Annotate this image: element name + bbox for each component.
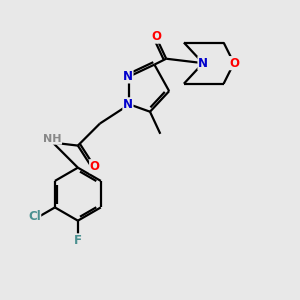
- Text: N: N: [123, 70, 133, 83]
- Text: O: O: [90, 160, 100, 173]
- Text: O: O: [229, 57, 239, 70]
- Text: Cl: Cl: [28, 210, 41, 223]
- Text: NH: NH: [43, 134, 62, 144]
- Text: N: N: [198, 57, 208, 70]
- Text: N: N: [123, 98, 133, 111]
- Text: O: O: [151, 30, 161, 43]
- Text: F: F: [74, 234, 82, 247]
